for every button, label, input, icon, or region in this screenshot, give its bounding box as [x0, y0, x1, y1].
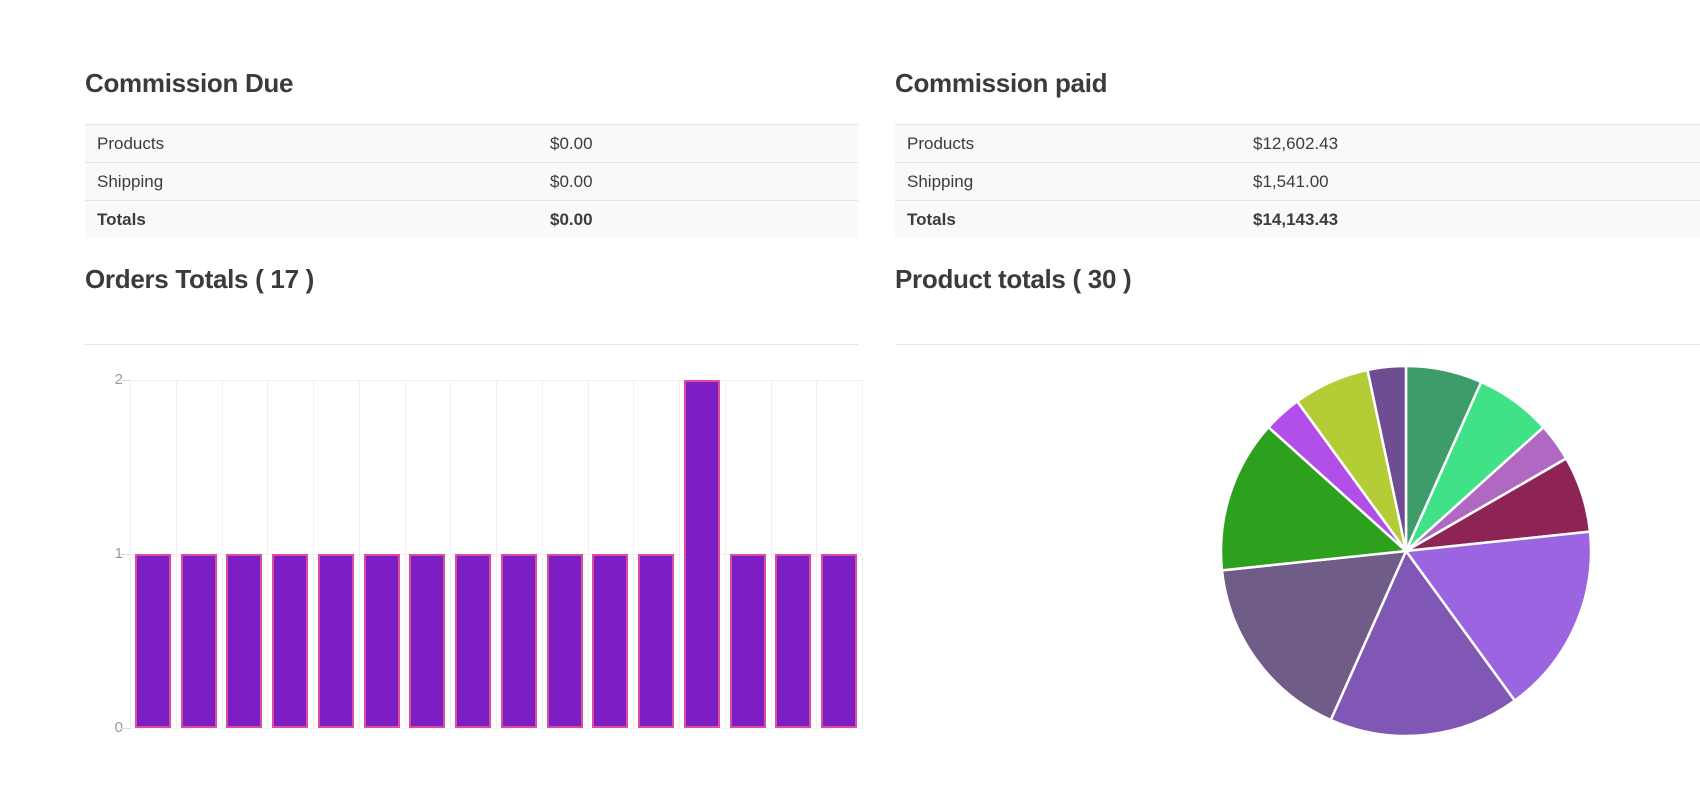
commission-paid-title: Commission paid: [895, 68, 1108, 98]
vertical-gridline: [358, 380, 360, 728]
table-row: Totals $14,143.43: [895, 200, 1700, 238]
vertical-gridline: [724, 380, 726, 728]
product-totals-title: Product totals ( 30 ): [895, 264, 1132, 294]
commission-paid-widget: Commission paid Products $12,602.43 Shippi…: [895, 69, 1700, 259]
pie-slice: [1366, 364, 1408, 553]
commission-due-title: Commission Due: [85, 68, 294, 98]
orders-totals-widget: Orders Totals ( 17 ) 0 1 2: [85, 265, 875, 800]
vertical-gridline: [633, 380, 635, 728]
vertical-gridline: [221, 380, 223, 728]
section-divider: [85, 344, 858, 345]
order-bar: [638, 554, 675, 728]
order-bar: [226, 554, 263, 728]
table-row: Products $0.00: [85, 124, 858, 162]
row-label: Shipping: [97, 172, 164, 191]
y-axis-label: 1: [114, 545, 123, 562]
row-label: Shipping: [907, 172, 974, 191]
y-axis-label: 0: [114, 719, 123, 736]
table-row: Totals $0.00: [85, 200, 858, 238]
row-value: $0.00: [550, 172, 593, 191]
order-bar: [546, 554, 583, 728]
y-axis-label: 2: [114, 371, 123, 388]
vertical-gridline: [130, 380, 131, 728]
commission-paid-table: Products $12,602.43 Shipping $1,541.00 Total…: [895, 124, 1700, 238]
row-label: Products: [907, 134, 975, 153]
vertical-gridline: [862, 380, 863, 728]
order-bar: [363, 554, 400, 728]
pie-slice: [1329, 549, 1516, 738]
y-axis-tick: [121, 380, 130, 381]
pie-slice: [1219, 425, 1408, 572]
vertical-gridline: [816, 380, 818, 728]
order-bar: [134, 554, 171, 728]
section-divider: [895, 344, 1700, 345]
vertical-gridline: [587, 380, 589, 728]
vertical-gridline: [175, 380, 177, 728]
row-value: $14,143.43: [1253, 210, 1339, 229]
x-axis-line: [130, 728, 862, 729]
table-row: Shipping $1,541.00: [895, 162, 1700, 200]
pie-slice: [1404, 530, 1593, 702]
row-value: $12,602.43: [1253, 134, 1339, 153]
order-bar: [317, 554, 354, 728]
vertical-gridline: [267, 380, 269, 728]
order-bar: [500, 554, 537, 728]
order-bar: [592, 554, 629, 728]
table-row: Shipping $0.00: [85, 162, 858, 200]
row-value: $0.00: [550, 134, 593, 153]
order-bar: [455, 554, 492, 728]
order-bar: [272, 554, 309, 728]
row-value: $0.00: [550, 210, 593, 229]
orders-bar-chart-canvas[interactable]: 0 1 2: [85, 345, 875, 800]
y-axis-tick: [121, 554, 130, 555]
product-totals-widget: Product totals ( 30 ): [895, 265, 1700, 800]
commission-due-widget: Commission Due Products $0.00 Shipping $0.0…: [85, 69, 858, 259]
vertical-gridline: [404, 380, 406, 728]
vertical-gridline: [770, 380, 772, 728]
vertical-gridline: [679, 380, 680, 728]
product-totals-pie-chart[interactable]: [1211, 356, 1601, 746]
vertical-gridline: [313, 380, 314, 728]
order-bar: [683, 380, 720, 728]
order-bar: [729, 554, 766, 728]
vertical-gridline: [496, 380, 497, 728]
row-value: $1,541.00: [1253, 172, 1329, 191]
orders-totals-title: Orders Totals ( 17 ): [85, 264, 315, 294]
vertical-gridline: [541, 380, 543, 728]
vertical-gridline: [450, 380, 452, 728]
order-bar: [775, 554, 812, 728]
pie-slice: [1220, 549, 1408, 722]
order-bar: [180, 554, 217, 728]
y-axis-tick: [121, 728, 130, 729]
row-label: Products: [97, 134, 165, 153]
row-label: Totals: [97, 210, 146, 229]
table-row: Products $12,602.43: [895, 124, 1700, 162]
commission-due-table: Products $0.00 Shipping $0.00 Totals $0.00: [85, 124, 858, 238]
row-label: Totals: [907, 210, 956, 229]
order-bar: [409, 554, 446, 728]
order-bar: [821, 554, 858, 728]
